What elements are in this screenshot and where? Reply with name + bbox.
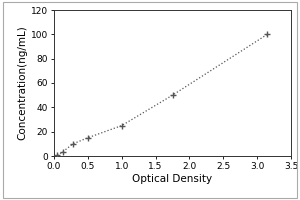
X-axis label: Optical Density: Optical Density xyxy=(132,174,213,184)
Y-axis label: Concentration(ng/mL): Concentration(ng/mL) xyxy=(18,26,28,140)
